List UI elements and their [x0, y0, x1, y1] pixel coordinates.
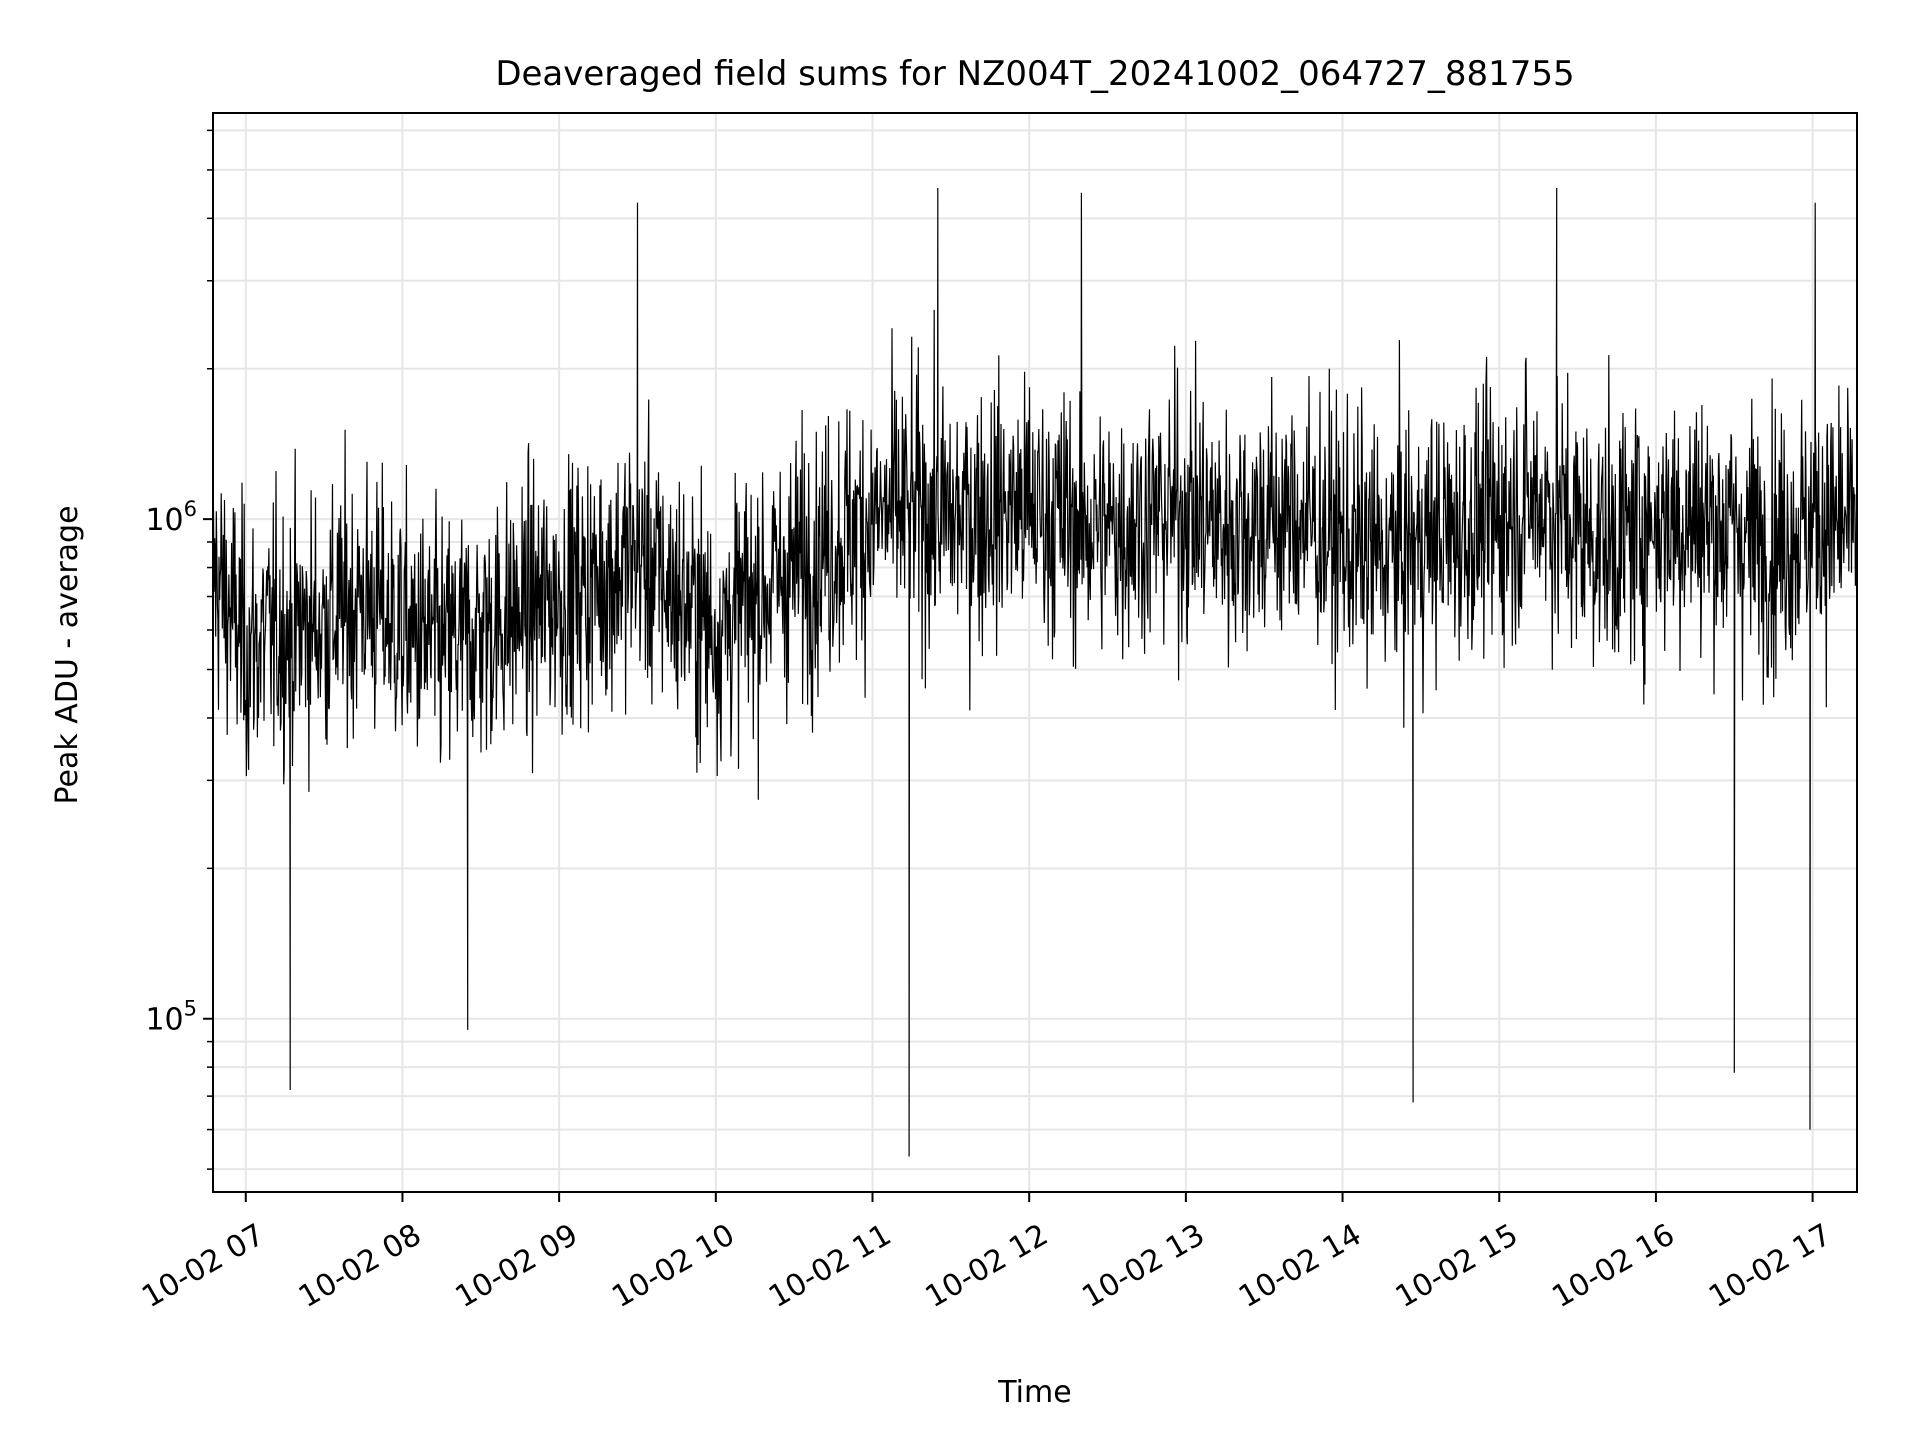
x-tick-label: 10-02 11	[763, 1217, 897, 1315]
x-tick-label: 10-02 08	[293, 1217, 427, 1315]
x-tick-label: 10-02 09	[450, 1217, 584, 1315]
plot-area	[212, 112, 1858, 1193]
x-tick-label: 10-02 13	[1076, 1217, 1210, 1315]
chart-title: Deaveraged field sums for NZ004T_2024100…	[495, 54, 1574, 94]
axis-ticks: 10-02 07 10-02 08 10-02 09 10-02 10 10-02 11…	[136, 129, 1837, 1315]
x-tick-label: 10-02 16	[1546, 1217, 1680, 1315]
x-tick-label: 10-02 17	[1703, 1217, 1837, 1315]
grid	[213, 113, 1857, 1192]
y-axis-label: Peak ADU - average	[50, 505, 85, 804]
y-tick-label: 105	[145, 997, 197, 1038]
series-line	[213, 187, 1857, 1157]
data-series	[213, 187, 1857, 1157]
x-tick-label: 10-02 14	[1233, 1217, 1367, 1315]
x-tick-label: 10-02 15	[1390, 1217, 1524, 1315]
x-tick-label: 10-02 10	[606, 1217, 740, 1315]
x-tick-label: 10-02 12	[920, 1217, 1054, 1315]
y-tick-label: 106	[145, 497, 197, 538]
x-axis-label: Time	[997, 1375, 1071, 1410]
x-tick-label: 10-02 07	[136, 1217, 270, 1315]
